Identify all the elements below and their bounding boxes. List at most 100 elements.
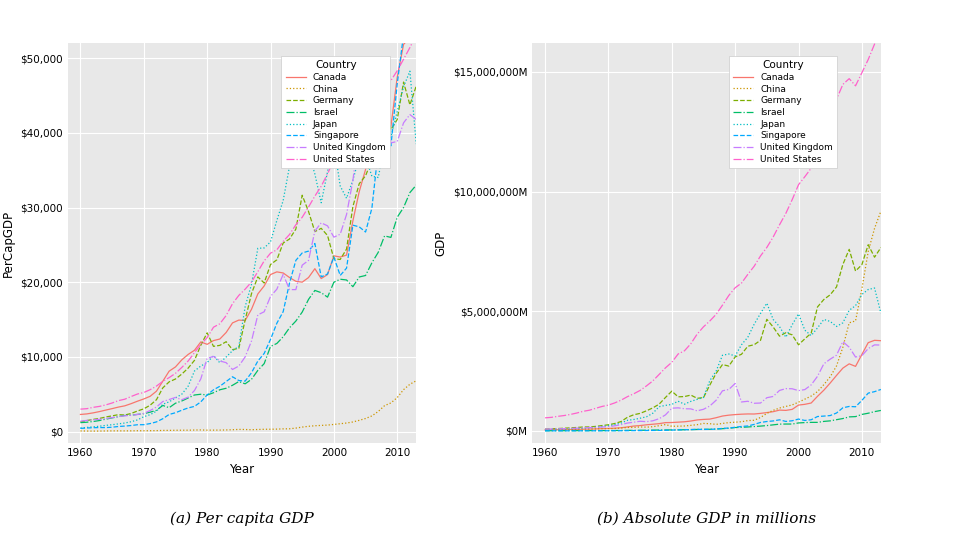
Singapore xyxy=(271,320,283,327)
United States xyxy=(410,31,422,38)
Singapore xyxy=(303,248,315,254)
Japan xyxy=(271,217,283,224)
United Kingdom xyxy=(75,418,86,424)
Israel xyxy=(258,360,270,367)
United Kingdom xyxy=(303,257,315,264)
Israel xyxy=(768,422,779,428)
Germany xyxy=(736,351,747,357)
Line: Canada: Canada xyxy=(545,340,881,430)
Germany xyxy=(539,426,551,433)
Text: (b) Absolute GDP in millions: (b) Absolute GDP in millions xyxy=(597,511,816,525)
Line: Singapore: Singapore xyxy=(545,389,881,431)
China xyxy=(208,427,220,434)
Germany xyxy=(271,256,283,263)
United Kingdom xyxy=(736,399,747,405)
United States xyxy=(742,271,754,278)
Israel xyxy=(736,424,747,430)
China xyxy=(264,426,276,433)
Singapore xyxy=(736,423,747,430)
Japan xyxy=(742,334,754,340)
Germany xyxy=(278,240,289,246)
Canada xyxy=(303,274,315,281)
Japan xyxy=(768,316,779,323)
Israel xyxy=(742,424,754,430)
Singapore xyxy=(258,350,270,357)
Line: Canada: Canada xyxy=(80,38,416,415)
Canada xyxy=(868,337,880,343)
Canada xyxy=(410,38,422,45)
Israel xyxy=(723,425,735,431)
China xyxy=(87,428,99,434)
Japan xyxy=(410,141,422,147)
United States xyxy=(736,280,747,286)
China xyxy=(309,422,320,429)
Singapore xyxy=(875,386,887,393)
Germany xyxy=(596,422,608,429)
United States xyxy=(303,204,315,210)
Japan xyxy=(875,310,887,316)
Japan xyxy=(278,197,289,204)
United States xyxy=(132,391,143,397)
Canada xyxy=(596,426,608,432)
United Kingdom xyxy=(132,411,143,418)
Israel xyxy=(410,182,422,188)
Japan xyxy=(258,245,270,251)
Canada xyxy=(132,398,143,404)
Japan xyxy=(736,341,747,348)
Singapore xyxy=(539,428,551,434)
Japan xyxy=(596,423,608,430)
China xyxy=(603,426,615,432)
China xyxy=(729,419,741,426)
United Kingdom xyxy=(271,286,283,293)
Germany xyxy=(723,363,735,369)
X-axis label: Year: Year xyxy=(229,463,255,476)
Singapore xyxy=(596,428,608,434)
Line: United States: United States xyxy=(80,35,416,409)
United Kingdom xyxy=(768,393,779,400)
Legend: Canada, China, Germany, Israel, Japan, Singapore, United Kingdom, United States: Canada, China, Germany, Israel, Japan, S… xyxy=(729,56,837,168)
China xyxy=(278,426,289,432)
Japan xyxy=(868,285,880,291)
Y-axis label: GDP: GDP xyxy=(435,231,447,255)
Singapore xyxy=(75,425,86,431)
United States xyxy=(258,258,270,264)
Line: China: China xyxy=(80,381,416,431)
Line: United States: United States xyxy=(545,30,881,418)
Line: United Kingdom: United Kingdom xyxy=(80,57,416,421)
Germany xyxy=(875,244,887,251)
Line: United Kingdom: United Kingdom xyxy=(545,342,881,429)
Canada xyxy=(736,411,747,417)
Canada xyxy=(723,412,735,418)
China xyxy=(673,423,684,429)
Israel xyxy=(278,334,289,340)
Canada xyxy=(271,268,283,275)
China xyxy=(75,428,86,434)
Germany xyxy=(742,343,754,349)
Canada xyxy=(258,283,270,289)
Germany xyxy=(666,388,678,394)
Germany xyxy=(410,83,422,89)
United States xyxy=(875,26,887,33)
Japan xyxy=(666,401,678,408)
Israel xyxy=(132,411,143,417)
X-axis label: Year: Year xyxy=(694,463,719,476)
Japan xyxy=(723,351,735,357)
Canada xyxy=(404,35,415,41)
Israel xyxy=(75,420,86,426)
United States xyxy=(596,403,608,410)
Israel xyxy=(201,392,213,398)
Line: Japan: Japan xyxy=(545,288,881,430)
United States xyxy=(271,247,283,253)
United Kingdom xyxy=(539,426,551,433)
Canada xyxy=(875,338,887,344)
Israel xyxy=(539,428,551,434)
Japan xyxy=(303,149,315,156)
Line: Israel: Israel xyxy=(545,410,881,431)
United Kingdom xyxy=(596,424,608,430)
United States xyxy=(539,415,551,421)
United Kingdom xyxy=(723,386,735,393)
Japan xyxy=(404,68,415,75)
United Kingdom xyxy=(666,405,678,411)
Germany xyxy=(768,324,779,330)
Canada xyxy=(201,341,213,348)
